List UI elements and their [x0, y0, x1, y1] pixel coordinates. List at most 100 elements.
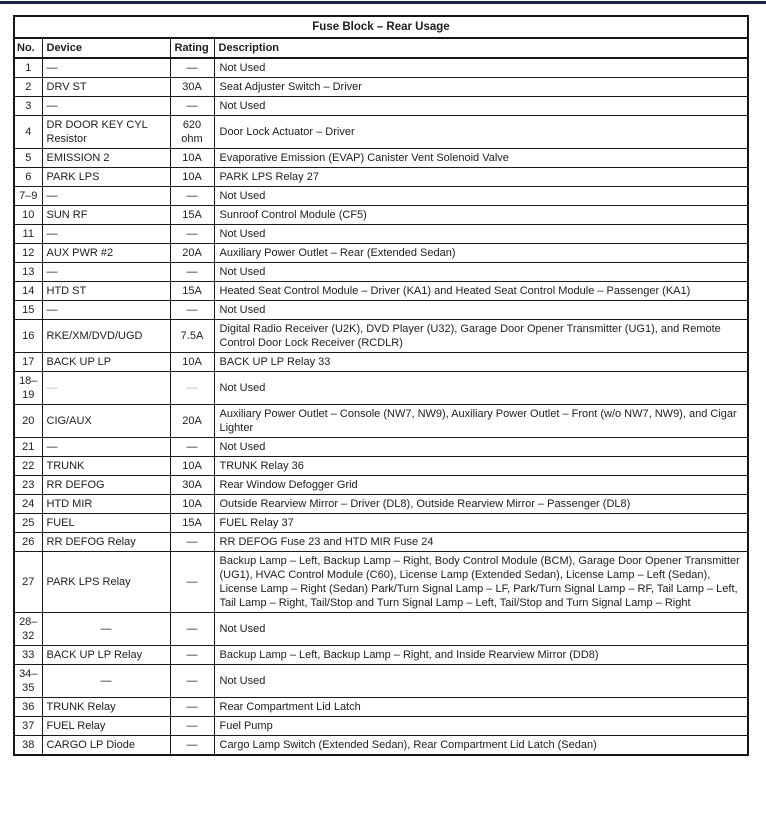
cell-description: RR DEFOG Fuse 23 and HTD MIR Fuse 24 [213, 532, 749, 552]
cell-description: Not Used [213, 262, 749, 282]
cell-device: EMISSION 2 [41, 148, 171, 168]
cell-no: 7–9 [13, 186, 43, 206]
cell-description: Rear Window Defogger Grid [213, 475, 749, 495]
cell-device: — [41, 664, 171, 698]
table-row: 27 PARK LPS Relay — Backup Lamp – Left, Bac… [13, 551, 749, 613]
cell-description: Not Used [213, 612, 749, 646]
cell-rating: — [169, 262, 215, 282]
cell-device: — [41, 437, 171, 457]
cell-rating: — [169, 612, 215, 646]
cell-description: Fuel Pump [213, 716, 749, 736]
table-title: Fuse Block – Rear Usage [13, 15, 749, 39]
cell-device: CIG/AUX [41, 404, 171, 438]
cell-description: Auxiliary Power Outlet – Rear (Extended … [213, 243, 749, 263]
cell-device: AUX PWR #2 [41, 243, 171, 263]
table-row: 23 RR DEFOG 30A Rear Window Defogger Grid [13, 475, 749, 495]
cell-device: BACK UP LP Relay [41, 645, 171, 665]
cell-no: 18– 19 [13, 371, 43, 405]
cell-device: HTD ST [41, 281, 171, 301]
cell-rating: 10A [169, 456, 215, 476]
cell-no: 26 [13, 532, 43, 552]
cell-description: Not Used [213, 224, 749, 244]
cell-no: 17 [13, 352, 43, 372]
cell-device: PARK LPS [41, 167, 171, 187]
table-row: 36 TRUNK Relay — Rear Compartment Lid Latch [13, 697, 749, 717]
table-row: 7–9— — Not Used [13, 186, 749, 206]
cell-description: Outside Rearview Mirror – Driver (DL8), … [213, 494, 749, 514]
cell-rating: 10A [169, 352, 215, 372]
table-row: 10 SUN RF 15A Sunroof Control Module (CF5) [13, 205, 749, 225]
table-row: 22 TRUNK 10A TRUNK Relay 36 [13, 456, 749, 476]
table-row: 28– 32— — Not Used [13, 612, 749, 646]
cell-device: — [41, 612, 171, 646]
cell-description: Not Used [213, 371, 749, 405]
table-row: 3— — Not Used [13, 96, 749, 116]
cell-description: TRUNK Relay 36 [213, 456, 749, 476]
table-row: 26 RR DEFOG Relay — RR DEFOG Fuse 23 and HT… [13, 532, 749, 552]
cell-rating: 10A [169, 494, 215, 514]
table-row: 12 AUX PWR #2 20A Auxiliary Power Outlet – … [13, 243, 749, 263]
cell-rating: — [169, 437, 215, 457]
col-header-rating: Rating [169, 37, 215, 59]
cell-rating: — [169, 300, 215, 320]
cell-device: HTD MIR [41, 494, 171, 514]
cell-no: 3 [13, 96, 43, 116]
cell-description: BACK UP LP Relay 33 [213, 352, 749, 372]
cell-no: 6 [13, 167, 43, 187]
cell-description: Heated Seat Control Module – Driver (KA1… [213, 281, 749, 301]
cell-description: Backup Lamp – Left, Backup Lamp – Right,… [213, 645, 749, 665]
cell-device: — [41, 300, 171, 320]
table-row: 24 HTD MIR 10A Outside Rearview Mirror – Dr… [13, 494, 749, 514]
table-header-row: No. Device Rating Description [13, 37, 749, 59]
table-row: 6 PARK LPS 10A PARK LPS Relay 27 [13, 167, 749, 187]
cell-no: 10 [13, 205, 43, 225]
col-header-device: Device [41, 37, 171, 59]
cell-no: 13 [13, 262, 43, 282]
col-header-description: Description [213, 37, 749, 59]
cell-rating: 30A [169, 475, 215, 495]
cell-no: 25 [13, 513, 43, 533]
cell-rating: 30A [169, 77, 215, 97]
cell-no: 24 [13, 494, 43, 514]
table-row: 38 CARGO LP Diode — Cargo Lamp Switch (Exte… [13, 735, 749, 756]
cell-rating: — [169, 551, 215, 613]
table-row: 17 BACK UP LP 10A BACK UP LP Relay 33 [13, 352, 749, 372]
cell-rating: — [169, 716, 215, 736]
cell-no: 37 [13, 716, 43, 736]
cell-rating: — [169, 664, 215, 698]
cell-description: Not Used [213, 664, 749, 698]
cell-device: FUEL Relay [41, 716, 171, 736]
cell-no: 23 [13, 475, 43, 495]
cell-description: Not Used [213, 96, 749, 116]
cell-description: Not Used [213, 186, 749, 206]
table-row: 5 EMISSION 2 10A Evaporative Emission (EVAP… [13, 148, 749, 168]
cell-no: 16 [13, 319, 43, 353]
cell-no: 14 [13, 281, 43, 301]
table-row: 4 DR DOOR KEY CYL Resistor 620 ohm Door Loc… [13, 115, 749, 149]
col-header-no: No. [13, 37, 43, 59]
cell-no: 36 [13, 697, 43, 717]
cell-no: 27 [13, 551, 43, 613]
cell-device: RR DEFOG Relay [41, 532, 171, 552]
cell-rating: 620 ohm [169, 115, 215, 149]
cell-rating: — [169, 532, 215, 552]
cell-device: RR DEFOG [41, 475, 171, 495]
fuse-block-rear-usage-table: Fuse Block – Rear Usage No. Device Ratin… [13, 15, 749, 756]
cell-rating: — [169, 96, 215, 116]
cell-device: — [41, 262, 171, 282]
cell-rating: 20A [169, 243, 215, 263]
cell-device: RKE/XM/DVD/UGD [41, 319, 171, 353]
cell-device: — [41, 57, 171, 78]
cell-description: Rear Compartment Lid Latch [213, 697, 749, 717]
table-row: 15— — Not Used [13, 300, 749, 320]
cell-device: — [41, 371, 171, 405]
cell-no: 38 [13, 735, 43, 756]
cell-rating: 20A [169, 404, 215, 438]
cell-description: Not Used [213, 300, 749, 320]
cell-no: 4 [13, 115, 43, 149]
cell-no: 15 [13, 300, 43, 320]
cell-description: FUEL Relay 37 [213, 513, 749, 533]
cell-rating: 10A [169, 167, 215, 187]
cell-rating: — [169, 735, 215, 756]
cell-description: Not Used [213, 57, 749, 78]
